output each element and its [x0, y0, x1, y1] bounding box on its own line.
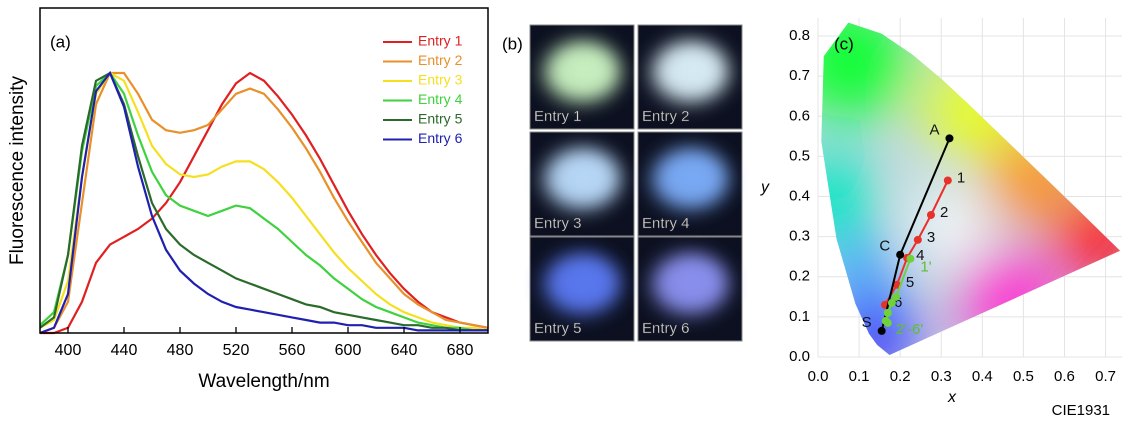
panel-label: (a) [50, 32, 71, 51]
x-tick-label: 0.0 [808, 368, 829, 385]
x-tick-label: 400 [55, 342, 82, 359]
panel-label: (b) [502, 34, 523, 53]
photo-label: Entry 4 [642, 215, 690, 232]
x-tick-label: 680 [447, 342, 474, 359]
legend-label: Entry 5 [418, 111, 463, 127]
x-tick-label: 0.2 [890, 368, 911, 385]
spectrum-line [40, 71, 489, 335]
spectrum-line [39, 71, 488, 332]
x-tick-label: 0.3 [931, 368, 952, 385]
point-label: 2 [940, 204, 948, 221]
photo-label: Entry 1 [534, 108, 582, 125]
x-tick-label: 440 [111, 342, 138, 359]
point-label: A [929, 121, 939, 138]
x-tick-label: 560 [279, 342, 306, 359]
point-label: 6 [894, 294, 902, 311]
y-axis-label: y [760, 179, 770, 196]
point [913, 235, 922, 244]
x-tick-label: 0.6 [1054, 368, 1075, 385]
point [945, 134, 954, 143]
photo-sample-core [562, 263, 610, 299]
legend-label: Entry 2 [418, 52, 463, 68]
photo-sample-core [670, 51, 718, 87]
photo-sample-core [562, 158, 610, 194]
photo-tile: Entry 6 [637, 236, 743, 342]
point-label: C [879, 238, 890, 255]
point-label: 4 [916, 247, 924, 264]
y-tick-label: 0.2 [789, 268, 810, 285]
photo-tile: Entry 2 [637, 24, 743, 130]
x-tick-label: 0.7 [1095, 368, 1116, 385]
x-tick-label: 0.4 [972, 368, 993, 385]
panel-label: (c) [834, 34, 854, 53]
legend-label: Entry 1 [418, 33, 463, 49]
point [892, 292, 901, 301]
point-label: 3 [927, 229, 935, 246]
y-axis-label: Fluorescence intensity [7, 75, 28, 265]
photo-tile: Entry 1 [529, 24, 635, 130]
legend-label: Entry 4 [418, 91, 463, 107]
photo-sample-core [670, 158, 718, 194]
x-tick-label: 600 [335, 342, 362, 359]
photo-label: Entry 6 [642, 320, 690, 337]
y-tick-label: 0.5 [789, 147, 810, 164]
point [896, 250, 905, 259]
photo-sample-core [670, 263, 718, 299]
point [906, 254, 915, 263]
x-axis-label: x [947, 389, 957, 406]
y-tick-label: 0.0 [789, 348, 810, 365]
point [943, 176, 952, 185]
y-tick-label: 0.1 [789, 308, 810, 325]
photo-tile: Entry 5 [529, 236, 635, 342]
x-axis-label: Wavelength/nm [198, 371, 329, 392]
spectrum-line [39, 71, 489, 335]
y-tick-label: 0.7 [789, 67, 810, 84]
photo-sample-core [562, 51, 610, 87]
point-label: 2'-6' [896, 321, 924, 338]
caption: CIE1931 [1052, 402, 1110, 419]
x-tick-label: 0.5 [1013, 368, 1034, 385]
y-tick-label: 0.6 [789, 107, 810, 124]
spectrum-line [39, 71, 489, 332]
point [877, 326, 886, 335]
photo-label: Entry 2 [642, 108, 690, 125]
plot-frame [39, 7, 489, 334]
spectrum-line [39, 70, 488, 335]
legend-label: Entry 6 [418, 130, 463, 146]
photo-label: Entry 3 [534, 215, 582, 232]
y-tick-label: 0.3 [789, 228, 810, 245]
x-tick-label: 640 [391, 342, 418, 359]
photo-label: Entry 5 [534, 320, 582, 337]
point-label: 5 [906, 274, 914, 291]
y-tick-label: 0.8 [789, 27, 810, 44]
y-tick-label: 0.4 [789, 187, 810, 204]
point [883, 308, 892, 317]
legend-label: Entry 3 [418, 72, 463, 88]
x-tick-label: 0.1 [849, 368, 870, 385]
cie-gamut [821, 22, 1121, 355]
point [883, 318, 892, 327]
point [887, 298, 896, 307]
point-label: 1 [957, 169, 965, 186]
photo-tile: Entry 4 [637, 131, 743, 237]
point [926, 210, 935, 219]
point-label: S [862, 314, 872, 331]
x-tick-label: 520 [223, 342, 250, 359]
photo-tile: Entry 3 [529, 131, 635, 237]
x-tick-label: 480 [167, 342, 194, 359]
point-label: 1' [920, 259, 931, 276]
